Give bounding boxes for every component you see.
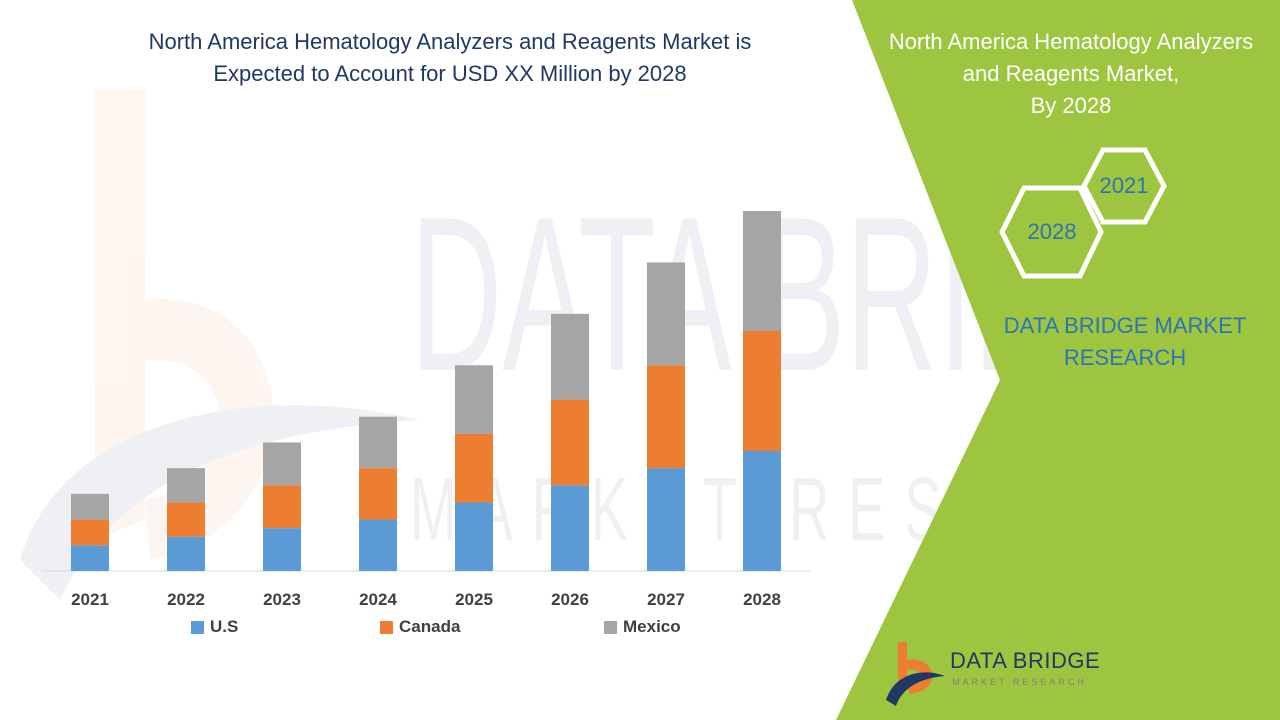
- legend-item-mexico: Mexico: [604, 617, 681, 637]
- x-tick-label-2023: 2023: [263, 590, 301, 609]
- bar-canada-2027: [647, 365, 685, 469]
- hexagon-2021-icon: [1081, 147, 1167, 225]
- x-tick-label-2028: 2028: [743, 590, 781, 609]
- x-tick-label-2026: 2026: [551, 590, 589, 609]
- legend-label-mexico: Mexico: [623, 617, 681, 636]
- side-heading-line-2: and Reagents Market,: [962, 61, 1180, 86]
- bar-canada-2028: [743, 331, 781, 451]
- logo-name: DATA BRIDGE: [950, 648, 1101, 673]
- x-tick-label-2024: 2024: [359, 590, 397, 609]
- chart-title-line-2: Expected to Account for USD XX Million b…: [213, 61, 687, 86]
- side-brand: DATA BRIDGE MARKET RESEARCH: [960, 310, 1280, 374]
- hexagon-2021-label: 2021: [1099, 173, 1149, 198]
- bar-mexico-2024: [359, 416, 397, 469]
- bar-us-2021: [71, 545, 109, 571]
- bar-mexico-2021: [71, 493, 109, 520]
- x-tick-label-2022: 2022: [167, 590, 205, 609]
- legend-swatch-mexico: [604, 620, 617, 634]
- side-panel: [836, 0, 1280, 720]
- legend-label-canada: Canada: [399, 617, 461, 636]
- data-bridge-logo-icon: [886, 642, 945, 706]
- bar-us-2024: [359, 519, 397, 571]
- bar-canada-2021: [71, 519, 109, 546]
- side-brand-line-1: DATA BRIDGE MARKET: [1003, 313, 1247, 338]
- bar-mexico-2025: [455, 365, 493, 434]
- stacked-bar-chart: 2021 2022 2023 2024 2025 2026 2027 2028: [42, 211, 810, 609]
- x-tick-label-2027: 2027: [647, 590, 685, 609]
- legend-swatch-us: [191, 620, 204, 634]
- chart-title: North America Hematology Analyzers and R…: [60, 26, 840, 90]
- bar-mexico-2028: [743, 211, 781, 331]
- chart-title-line-1: North America Hematology Analyzers and R…: [148, 29, 752, 54]
- bar-mexico-2027: [647, 262, 685, 366]
- side-brand-line-2: RESEARCH: [1063, 345, 1187, 370]
- side-heading-line-3: By 2028: [1030, 93, 1112, 118]
- bar-us-2028: [743, 451, 781, 571]
- bar-canada-2024: [359, 468, 397, 520]
- bar-mexico-2026: [551, 313, 589, 400]
- bar-canada-2023: [263, 485, 301, 529]
- bar-canada-2025: [455, 433, 493, 503]
- bar-us-2025: [455, 502, 493, 571]
- bar-us-2026: [551, 485, 589, 571]
- legend-label-us: U.S: [210, 617, 239, 636]
- bar-canada-2026: [551, 399, 589, 486]
- bar-canada-2022: [167, 502, 205, 537]
- bar-us-2023: [263, 528, 301, 571]
- side-heading-line-1: North America Hematology Analyzers: [888, 29, 1254, 54]
- legend-item-us: U.S: [191, 617, 238, 637]
- bar-us-2022: [167, 536, 205, 571]
- legend-item-canada: Canada: [380, 617, 460, 637]
- hexagon-2028-label: 2028: [1027, 219, 1077, 244]
- bar-mexico-2023: [263, 442, 301, 486]
- hexagon-2028-icon: [999, 185, 1104, 279]
- logo-tagline: MARKET RESEARCH: [952, 677, 1087, 687]
- legend-swatch-canada: [380, 620, 393, 634]
- bar-us-2027: [647, 468, 685, 571]
- bar-mexico-2022: [167, 468, 205, 503]
- x-tick-label-2025: 2025: [455, 590, 493, 609]
- x-tick-label-2021: 2021: [71, 590, 109, 609]
